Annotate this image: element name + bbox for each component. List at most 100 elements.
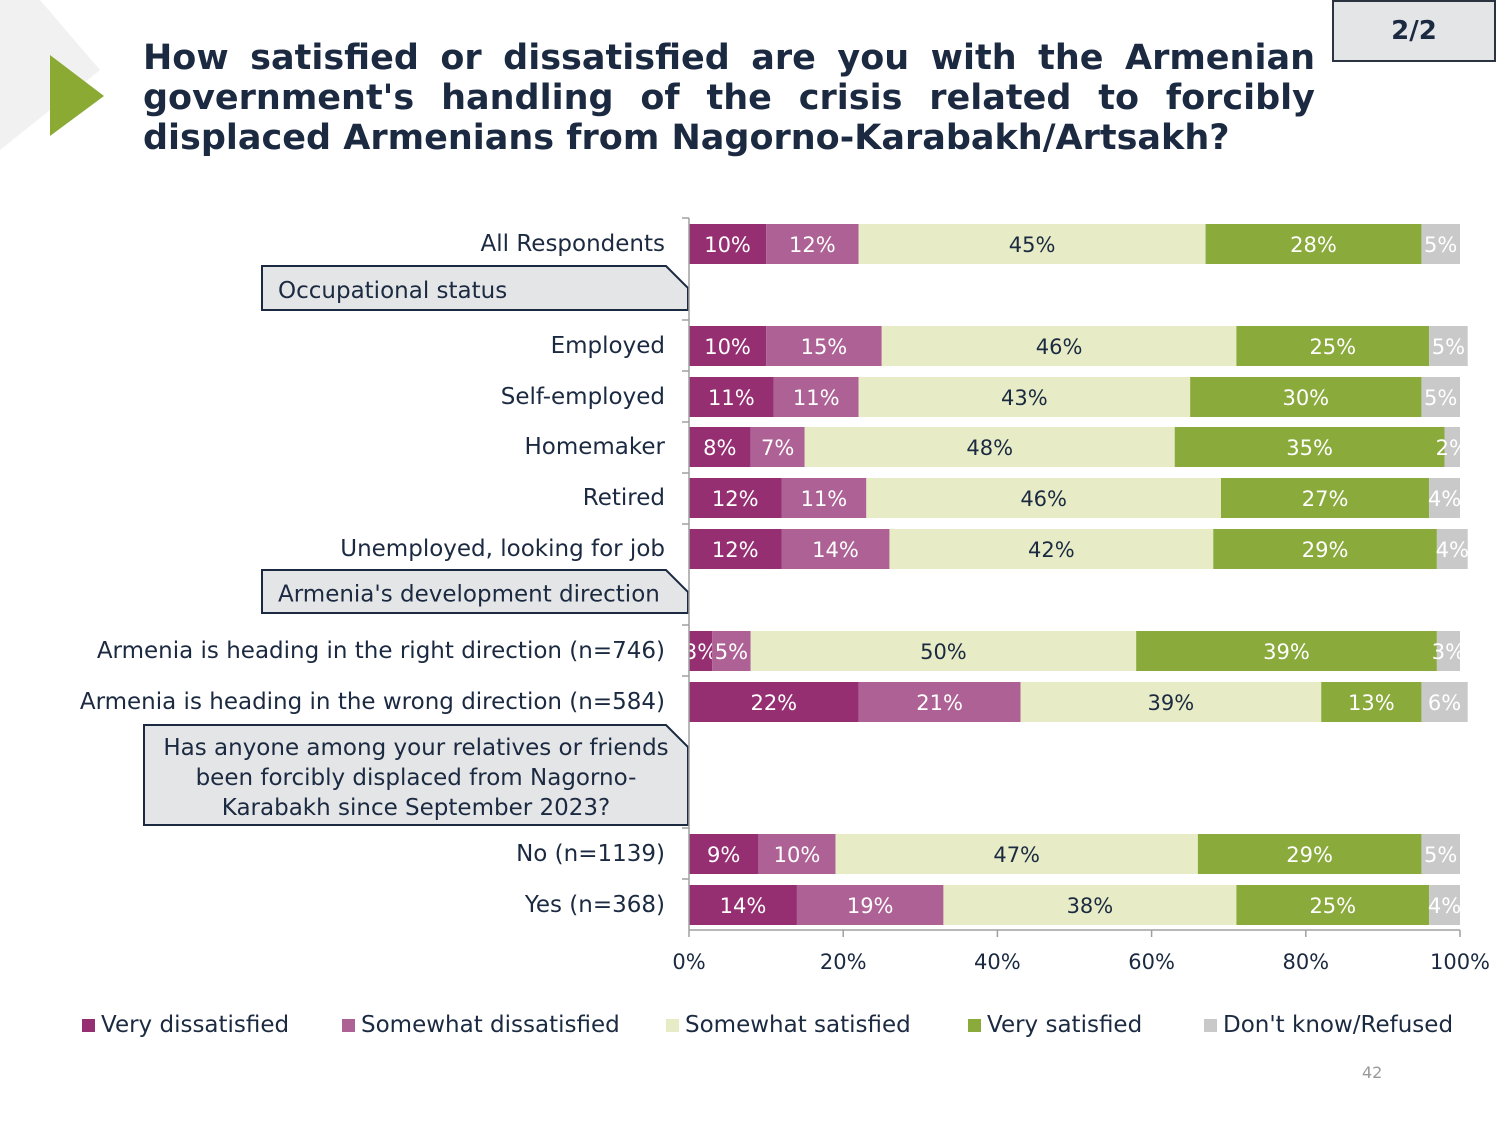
data-label: 27% bbox=[1302, 487, 1349, 511]
data-label: 45% bbox=[1009, 233, 1056, 257]
data-label: 13% bbox=[1348, 691, 1395, 715]
data-label: 5% bbox=[1424, 233, 1457, 257]
legend-item: Don't know/Refused bbox=[1204, 1008, 1453, 1042]
category-label: Yes (n=368) bbox=[524, 892, 665, 918]
data-label: 11% bbox=[801, 487, 848, 511]
group-header-label: Has anyone among your relatives or frien… bbox=[163, 735, 668, 821]
play-arrow-icon bbox=[50, 55, 104, 136]
group-header-line: Occupational status bbox=[278, 278, 507, 304]
data-label: 10% bbox=[704, 233, 751, 257]
x-tick-label: 80% bbox=[1282, 950, 1329, 974]
bar-segment bbox=[866, 478, 1221, 518]
legend-item: Somewhat satisfied bbox=[666, 1008, 911, 1042]
group-header-box bbox=[143, 724, 689, 826]
data-label: 29% bbox=[1286, 843, 1333, 867]
bar-segment bbox=[1436, 631, 1460, 671]
category-label: Armenia is heading in the wrong directio… bbox=[80, 689, 665, 715]
data-label: 47% bbox=[993, 843, 1040, 867]
bar-segment bbox=[1205, 224, 1422, 264]
legend-item: Very satisfied bbox=[968, 1008, 1142, 1042]
bar-segment bbox=[1321, 682, 1422, 722]
data-label: 5% bbox=[1424, 843, 1457, 867]
legend-swatch bbox=[666, 1018, 679, 1032]
bar-segment bbox=[689, 529, 782, 569]
bar-segment bbox=[835, 834, 1198, 874]
bar-segment bbox=[1421, 682, 1468, 722]
bar-segment bbox=[858, 224, 1206, 264]
category-label: All Respondents bbox=[481, 231, 665, 257]
legend-label: Somewhat dissatisfied bbox=[361, 1012, 620, 1038]
bar-segment bbox=[1213, 529, 1437, 569]
legend-swatch bbox=[1204, 1018, 1217, 1032]
data-label: 11% bbox=[708, 386, 755, 410]
data-label: 10% bbox=[704, 335, 751, 359]
bar-segment bbox=[1197, 834, 1422, 874]
x-tick-label: 100% bbox=[1430, 950, 1490, 974]
data-label: 22% bbox=[750, 691, 797, 715]
bar-segment bbox=[1190, 377, 1422, 417]
bar-segment bbox=[1220, 478, 1430, 518]
legend-swatch bbox=[82, 1018, 95, 1032]
legend-swatch bbox=[342, 1018, 355, 1032]
category-label: Armenia is heading in the right directio… bbox=[97, 638, 665, 664]
data-label: 4% bbox=[1428, 894, 1461, 918]
data-label: 7% bbox=[761, 436, 794, 460]
legend-item: Somewhat dissatisfied bbox=[342, 1008, 620, 1042]
data-label: 43% bbox=[1001, 386, 1048, 410]
bar-segment bbox=[889, 529, 1214, 569]
bar-segment bbox=[689, 427, 751, 467]
group-header-line: Has anyone among your relatives or frien… bbox=[163, 735, 668, 761]
data-label: 25% bbox=[1309, 335, 1356, 359]
data-label: 15% bbox=[801, 335, 848, 359]
bar-segment bbox=[766, 224, 859, 264]
bar-segment bbox=[1421, 224, 1460, 264]
bar-segment bbox=[796, 885, 944, 925]
data-label: 14% bbox=[812, 538, 859, 562]
x-tick-label: 20% bbox=[820, 950, 867, 974]
bar-segment bbox=[804, 427, 1175, 467]
group-header-line: been forcibly displaced from Nagorno- bbox=[196, 765, 637, 791]
data-label: 12% bbox=[789, 233, 836, 257]
bar-segment bbox=[689, 326, 767, 366]
bar-segment bbox=[1429, 326, 1468, 366]
data-label: 11% bbox=[793, 386, 840, 410]
group-header-box bbox=[261, 569, 689, 614]
data-label: 2% bbox=[1436, 436, 1469, 460]
bar-segment bbox=[689, 885, 797, 925]
bar-segment bbox=[881, 326, 1237, 366]
page-title: How satisfied or dissatisfied are you wi… bbox=[143, 38, 1315, 158]
data-label: 50% bbox=[920, 640, 967, 664]
data-label: 12% bbox=[712, 487, 759, 511]
bar-segment bbox=[858, 682, 1021, 722]
data-label: 30% bbox=[1282, 386, 1329, 410]
data-label: 3% bbox=[1432, 640, 1465, 664]
data-label: 46% bbox=[1036, 335, 1083, 359]
bar-segment bbox=[1020, 682, 1322, 722]
legend-label: Somewhat satisfied bbox=[685, 1012, 911, 1038]
bar-segment bbox=[1136, 631, 1437, 671]
category-label: Self-employed bbox=[501, 384, 665, 410]
data-label: 46% bbox=[1020, 487, 1067, 511]
chart-legend: Very dissatisfied Somewhat dissatisfied So… bbox=[82, 1008, 1482, 1042]
bar-segment bbox=[781, 529, 890, 569]
category-label: Unemployed, looking for job bbox=[340, 536, 665, 562]
data-label: 35% bbox=[1286, 436, 1333, 460]
bar-segment bbox=[1444, 427, 1460, 467]
bar-segment bbox=[1236, 885, 1430, 925]
group-header-label: Occupational status bbox=[278, 278, 507, 304]
bar-segment bbox=[758, 834, 836, 874]
category-label: Retired bbox=[583, 485, 665, 511]
data-label: 4% bbox=[1436, 538, 1469, 562]
legend-item: Very dissatisfied bbox=[82, 1008, 289, 1042]
data-label: 14% bbox=[720, 894, 767, 918]
bar-segment bbox=[943, 885, 1237, 925]
data-label: 29% bbox=[1302, 538, 1349, 562]
bar-segment bbox=[689, 224, 767, 264]
legend-label: Very dissatisfied bbox=[101, 1012, 290, 1038]
bar-segment bbox=[689, 478, 782, 518]
group-header-line: Armenia's development direction bbox=[278, 582, 660, 608]
bar-segment bbox=[858, 377, 1191, 417]
data-label: 6% bbox=[1428, 691, 1461, 715]
group-header-label: Armenia's development direction bbox=[278, 582, 660, 608]
bar-segment bbox=[689, 834, 759, 874]
